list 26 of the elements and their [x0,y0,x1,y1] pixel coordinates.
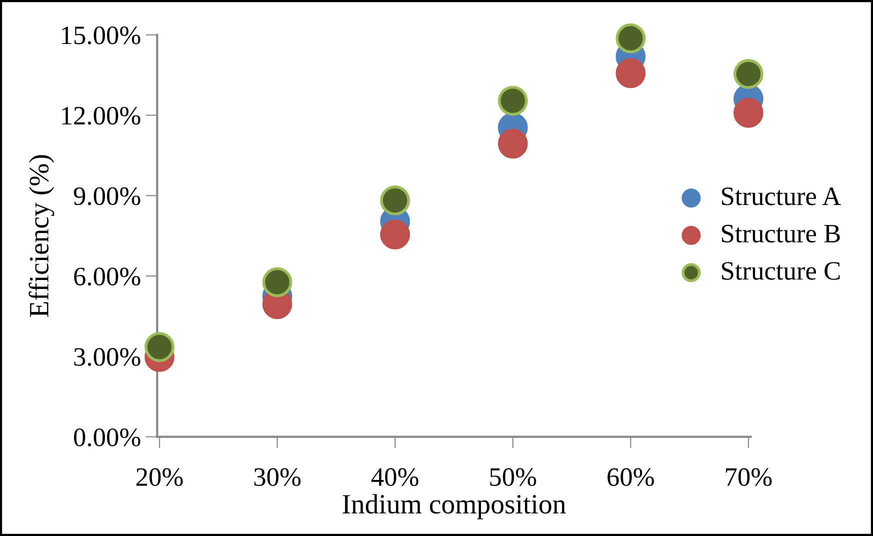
point [498,86,528,116]
point [733,59,764,89]
x-tick-label: 20% [136,468,183,486]
y-tick-label: 0.00% [74,428,140,446]
y-tick-label: 3.00% [74,348,140,366]
y-tick-label: 6.00% [74,268,140,286]
point [380,186,410,216]
y-tick-label: 12.00% [62,106,140,125]
y-tick-label: 9.00% [74,187,140,206]
x-tick-label: 30% [254,468,301,486]
x-tick-label: 60% [608,468,654,486]
legend-label: Structure B [722,224,840,243]
legend-label: Structure C [722,262,840,280]
y-tick-label: 15.00% [62,26,140,44]
x-tick-label: 40% [371,468,418,486]
point [616,23,646,54]
point [144,332,174,362]
x-tick-label: 70% [726,468,772,486]
x-tick-label: 50% [490,468,536,486]
point [616,58,646,88]
y-axis-title: Efficiency (%) [28,155,54,317]
point [733,98,764,128]
point [380,220,410,250]
legend-label: Structure A [722,188,841,206]
point [498,128,528,159]
x-axis-title: Indium composition [342,494,566,520]
